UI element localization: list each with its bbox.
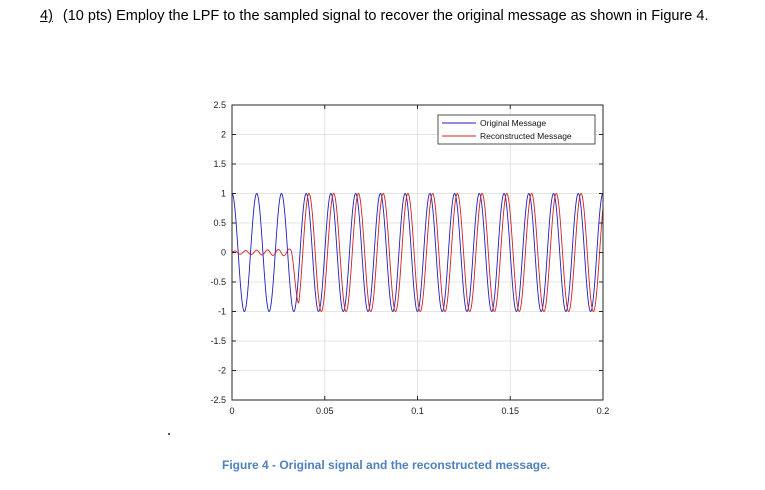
chart-legend: Original Message Reconstructed Message xyxy=(437,114,596,145)
stray-mark xyxy=(168,433,170,435)
question-text: 4) (10 pts) Employ the LPF to the sampled… xyxy=(40,8,708,24)
y-tick-label: 0 xyxy=(221,248,226,258)
x-tick-label: 0.15 xyxy=(501,406,519,416)
question-number: 4) xyxy=(40,8,53,24)
figure-caption: Figure 4 - Original signal and the recon… xyxy=(222,458,551,472)
y-tick-label: 2 xyxy=(221,130,226,140)
legend-label-original: Original Message xyxy=(480,118,546,128)
y-tick-label: 1 xyxy=(221,189,226,199)
y-tick-label: -2 xyxy=(218,366,226,376)
y-tick-label: -0.5 xyxy=(210,277,226,287)
legend-label-reconstructed: Reconstructed Message xyxy=(480,131,572,141)
y-tick-label: -1.5 xyxy=(210,336,226,346)
series-line-1 xyxy=(231,193,604,312)
y-tick-label: -2.5 xyxy=(210,395,226,405)
y-tick-label: 2.5 xyxy=(213,100,226,110)
legend-box xyxy=(437,114,596,145)
question-body: (10 pts) Employ the LPF to the sampled s… xyxy=(62,8,709,24)
x-tick-label: 0 xyxy=(229,406,234,416)
series-layer xyxy=(231,193,604,312)
y-tick-label: 1.5 xyxy=(213,159,226,169)
y-tick-label: 0.5 xyxy=(213,218,226,228)
x-tick-label: 0.05 xyxy=(316,406,334,416)
x-tick-label: 0.1 xyxy=(411,406,424,416)
axis-ticks: 0 0.05 0.1 0.15 0.2 2.5 2 1.5 1 0.5 0 -0.5 -1 -1.5 -2 -… xyxy=(210,100,609,416)
x-tick-label: 0.2 xyxy=(597,406,610,416)
y-tick-label: -1 xyxy=(218,307,226,317)
series-line-0 xyxy=(231,193,604,312)
